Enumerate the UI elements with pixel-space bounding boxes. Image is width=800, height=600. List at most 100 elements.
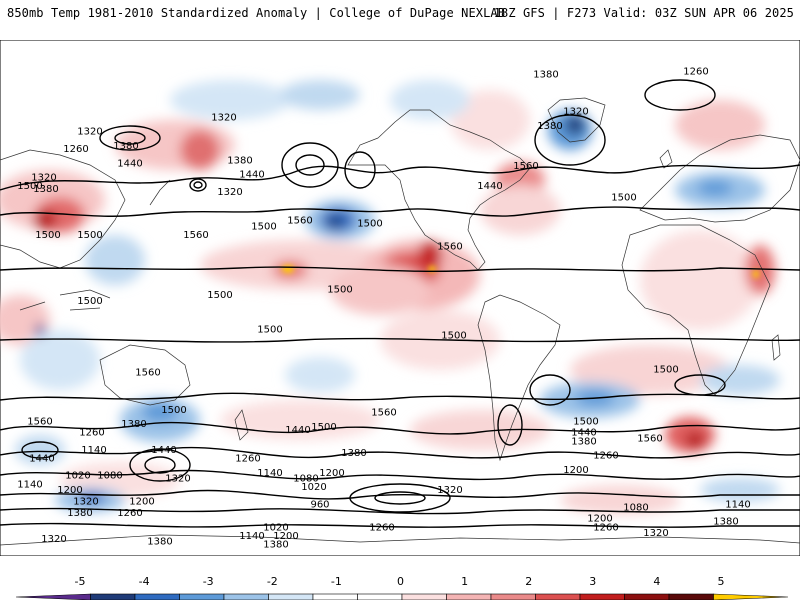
- height-label: 1140: [17, 479, 42, 490]
- height-label: 1380: [33, 184, 58, 195]
- colorbar-swatch: [268, 593, 314, 600]
- height-label: 1140: [725, 499, 750, 510]
- colorbar-swatch: [668, 593, 714, 600]
- anomaly-shading: [0, 80, 780, 515]
- height-label: 1500: [17, 181, 42, 192]
- height-label: 1200: [319, 468, 344, 479]
- height-label: 1500: [357, 219, 382, 230]
- colorbar-tick-label: -4: [139, 575, 150, 588]
- colorbar-tick-label: 2: [525, 575, 532, 588]
- height-label: 1500: [77, 296, 102, 307]
- height-label: 1320: [217, 187, 242, 198]
- height-label: 1380: [113, 141, 138, 152]
- colorbar-swatch: [446, 593, 492, 600]
- colorbar-tick-label: -5: [75, 575, 86, 588]
- map-title: 850mb Temp 1981-2010 Standardized Anomal…: [7, 6, 506, 20]
- height-label: 1140: [257, 468, 282, 479]
- height-label: 1320: [165, 474, 190, 485]
- height-label: 1080: [293, 474, 318, 485]
- colorbar-swatch: [312, 593, 358, 600]
- height-label: 1380: [121, 419, 146, 430]
- height-label: 1200: [57, 485, 82, 496]
- height-label: 1320: [41, 534, 66, 545]
- height-label: 1140: [239, 531, 264, 542]
- colorbar-swatch: [624, 593, 670, 600]
- colorbar-swatch: [713, 593, 789, 600]
- height-label: 1320: [643, 528, 668, 539]
- height-label: 1320: [563, 107, 588, 118]
- height-label: 1080: [623, 502, 648, 513]
- height-label: 1380: [263, 540, 288, 551]
- height-label: 1500: [573, 416, 598, 427]
- height-label: 1560: [135, 368, 160, 379]
- colorbar-tick-label: -1: [331, 575, 342, 588]
- colorbar-tick-label: 5: [718, 575, 725, 588]
- colorbar-tick-label: 0: [397, 575, 404, 588]
- height-label: 1500: [161, 405, 186, 416]
- height-label: 1440: [117, 158, 142, 169]
- colorbar: -5 -4 -3 -2 -1 0 1 2 3 4 5: [15, 575, 789, 600]
- height-label: 1560: [27, 416, 52, 427]
- height-label: 1500: [327, 284, 352, 295]
- height-label: 1260: [235, 454, 260, 465]
- height-label: 1380: [537, 121, 562, 132]
- height-label: 1320: [77, 127, 102, 138]
- height-label: 1320: [73, 497, 98, 508]
- height-label: 1440: [477, 181, 502, 192]
- height-label: 960: [310, 499, 329, 510]
- colorbar-tick-label: 3: [589, 575, 596, 588]
- height-label: 1020: [263, 522, 288, 533]
- height-label: 1380: [533, 69, 558, 80]
- height-label: 1200: [129, 497, 154, 508]
- height-label: 1500: [35, 230, 60, 241]
- height-label: 1380: [341, 448, 366, 459]
- height-label: 1440: [29, 454, 54, 465]
- height-label: 1560: [437, 241, 462, 252]
- height-label: 1500: [207, 290, 232, 301]
- height-label: 1500: [441, 330, 466, 341]
- height-label: 1260: [79, 428, 104, 439]
- height-label: 1200: [273, 531, 298, 542]
- colorbar-swatch: [490, 593, 536, 600]
- height-label: 1260: [63, 144, 88, 155]
- colorbar-tick-label: 4: [653, 575, 660, 588]
- height-label: 1380: [67, 508, 92, 519]
- height-label: 1200: [563, 465, 588, 476]
- height-label: 1500: [77, 230, 102, 241]
- colorbar-swatch: [179, 593, 225, 600]
- height-label: 1200: [587, 514, 612, 525]
- model-valid-time: 18Z GFS | F273 Valid: 03Z SUN APR 06 202…: [493, 6, 794, 20]
- height-label: 1380: [147, 537, 172, 548]
- height-label: 1320: [31, 173, 56, 184]
- colorbar-swatch: [90, 593, 136, 600]
- height-label: 1560: [287, 216, 312, 227]
- height-label: 1020: [65, 471, 90, 482]
- height-label: 1260: [369, 522, 394, 533]
- height-label: 1440: [571, 428, 596, 439]
- height-label: 1440: [239, 170, 264, 181]
- colorbar-swatch: [357, 593, 403, 600]
- height-label: 1500: [653, 365, 678, 376]
- colorbar-swatch: [223, 593, 269, 600]
- height-label: 1020: [301, 482, 326, 493]
- height-label: 1320: [437, 485, 462, 496]
- height-label: 1560: [513, 161, 538, 172]
- colorbar-swatch: [15, 593, 91, 600]
- height-label: 1380: [227, 155, 252, 166]
- height-label: 1500: [311, 422, 336, 433]
- height-label: 1560: [637, 434, 662, 445]
- height-label: 1260: [593, 451, 618, 462]
- colorbar-swatch: [579, 593, 625, 600]
- colorbar-tick-label: -3: [203, 575, 214, 588]
- height-label: 1560: [183, 230, 208, 241]
- height-label: 1380: [571, 436, 596, 447]
- height-label: 1320: [211, 112, 236, 123]
- height-label: 1380: [713, 517, 738, 528]
- height-label: 1440: [151, 445, 176, 456]
- height-label: 1440: [285, 425, 310, 436]
- colorbar-tick-label: -2: [267, 575, 278, 588]
- colorbar-swatch: [535, 593, 581, 600]
- height-label: 1260: [683, 67, 708, 78]
